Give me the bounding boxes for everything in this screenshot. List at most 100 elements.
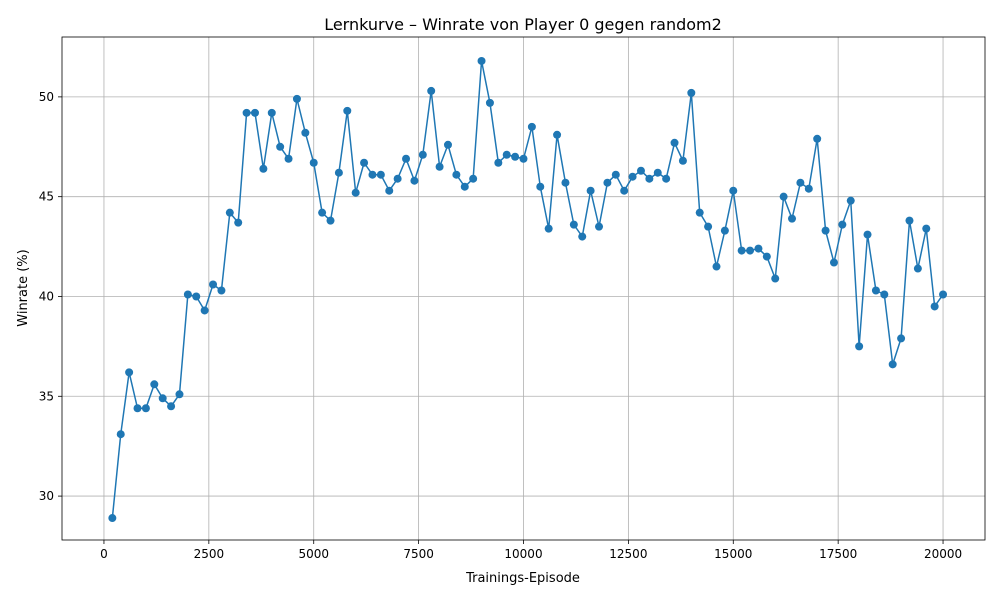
data-point [863,230,872,239]
grid-lines [62,37,985,540]
data-point [393,174,402,183]
data-point [192,292,201,301]
data-point [603,178,612,187]
data-point [175,390,184,399]
data-point [183,290,192,299]
data-point [813,134,822,143]
data-point [519,154,528,163]
data-point [779,192,788,201]
data-point [829,258,838,267]
series-layer [108,56,948,523]
data-point [586,186,595,195]
data-point [913,264,922,273]
data-point [427,86,436,95]
data-point [351,188,360,197]
data-point [645,174,654,183]
data-point [250,108,259,117]
data-point [209,280,218,289]
data-point [628,172,637,181]
data-point [460,182,469,191]
data-point [376,170,385,179]
data-point [108,514,117,523]
x-tick-label: 20000 [924,547,962,561]
data-point [217,286,226,295]
data-point [838,220,847,229]
data-point [494,158,503,167]
data-point [485,98,494,107]
x-tick-label: 15000 [714,547,752,561]
data-point [418,150,427,159]
data-point [670,138,679,147]
data-point [511,152,520,161]
data-point [410,176,419,185]
data-point [326,216,335,225]
axes: 0 2500 5000 7500 10000 12500 15000 17500 20000 30… [39,36,986,561]
data-point [855,342,864,351]
data-point [334,168,343,177]
data-point [469,174,478,183]
data-point [267,108,276,117]
data-point [544,224,553,233]
data-point [477,56,486,65]
data-point [276,142,285,151]
data-point [292,94,301,103]
data-point [620,186,629,195]
data-point [821,226,830,235]
data-point [897,334,906,343]
x-tick-label: 2500 [194,547,225,561]
data-point [905,216,914,225]
data-point [569,220,578,229]
data-point [402,154,411,163]
data-point [695,208,704,217]
data-point [880,290,889,299]
data-point [116,430,125,439]
data-point [636,166,645,175]
data-point [888,360,897,369]
y-tick-label: 40 [39,289,54,303]
data-point [125,368,134,377]
data-point [737,246,746,255]
x-axis-label: Trainings-Episode [465,571,580,586]
data-point [225,208,234,217]
data-point [443,140,452,149]
series-line [111,60,944,519]
data-point [804,184,813,193]
x-tick-label: 17500 [819,547,857,561]
x-tick-label: 10000 [504,547,542,561]
chart-title: Lernkurve – Winrate von Player 0 gegen r… [324,15,722,34]
data-point [930,302,939,311]
data-point [259,164,268,173]
data-point [678,156,687,165]
data-point [301,128,310,137]
data-point [150,380,159,389]
data-point [167,402,176,411]
data-point [662,174,671,183]
x-tick-label: 0 [100,547,108,561]
y-axis-label: Winrate (%) [16,249,31,326]
data-point [846,196,855,205]
data-point [746,246,755,255]
data-point [234,218,243,227]
data-point [771,274,780,283]
data-point [318,208,327,217]
data-point [242,108,251,117]
data-point [939,290,948,299]
data-point [762,252,771,261]
y-tick-label: 30 [39,489,54,503]
data-point [687,88,696,97]
data-point [611,170,620,179]
data-point [578,232,587,241]
y-tick-label: 50 [39,90,54,104]
data-point [754,244,763,253]
data-point [368,170,377,179]
x-tick-label: 7500 [403,547,434,561]
x-tick-label: 5000 [298,547,329,561]
data-point [704,222,713,231]
data-point [536,182,545,191]
data-point [284,154,293,163]
data-point [720,226,729,235]
y-tick-label: 35 [39,389,54,403]
